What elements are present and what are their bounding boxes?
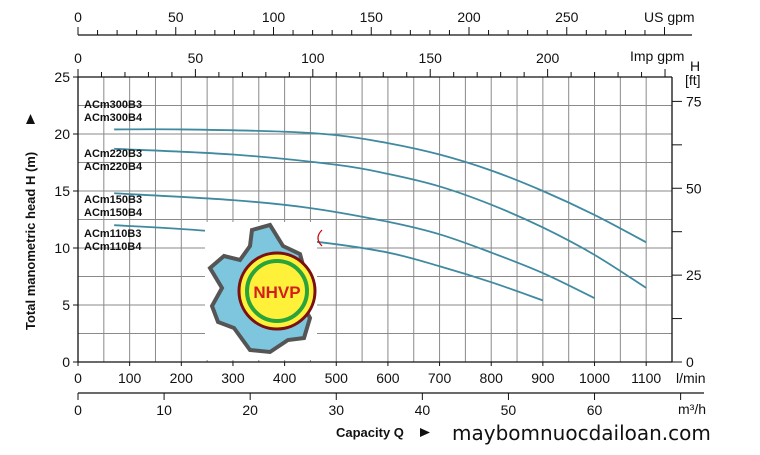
- x-tick-label: 600: [376, 370, 400, 386]
- series-label: ACm220B4: [84, 161, 143, 173]
- m3h-tick-label: 20: [242, 402, 258, 418]
- ft-axis-label: H: [690, 58, 700, 74]
- ft-unit-label: [ft]: [685, 72, 701, 88]
- curves: [114, 128, 647, 302]
- x-tick-label: 700: [428, 370, 452, 386]
- logo-ring: [237, 251, 317, 331]
- m3h-tick-label: 60: [587, 402, 603, 418]
- m3h-tick-label: 50: [501, 402, 517, 418]
- watermark: maybomnuocdailoan.com: [452, 421, 711, 445]
- x-tick-label: 800: [480, 370, 504, 386]
- x-tick-label: 100: [118, 370, 142, 386]
- pump-curve-series-1: [114, 128, 647, 244]
- logo-inner-ring: [245, 259, 309, 323]
- y-tick-label: 10: [54, 240, 70, 256]
- logo-text: NHVP: [253, 283, 300, 302]
- x-tick-label: 0: [74, 370, 82, 386]
- x-tick-label: 500: [325, 370, 349, 386]
- m3h-tick-label: 40: [415, 402, 431, 418]
- imp-gpm-tick-label: 150: [419, 50, 443, 66]
- pump-curve-series-2: [114, 147, 647, 289]
- y-tick-label: 0: [62, 354, 70, 370]
- series-label: ACm150B3: [84, 194, 142, 206]
- y-axis-title: Total manometric head H (m): [23, 152, 38, 330]
- x-tick-label: 1100: [631, 370, 661, 386]
- imp-gpm-tick-label: 0: [74, 50, 82, 66]
- us-gpm-tick-label: 0: [74, 9, 82, 25]
- m3h-unit-label: m³/h: [678, 401, 706, 417]
- pump-curve-series-4: [114, 224, 544, 302]
- ft-tick-label: 75: [686, 93, 702, 109]
- series-label: ACm110B4: [84, 241, 142, 253]
- series-label: ACm300B4: [84, 112, 143, 124]
- us-gpm-tick-label: 250: [555, 9, 579, 25]
- x-tick-label: 900: [531, 370, 555, 386]
- y-tick-label: 5: [62, 297, 70, 313]
- imp-gpm-tick-label: 100: [301, 50, 325, 66]
- y-tick-label: 15: [54, 183, 70, 199]
- m3h-tick-label: 0: [74, 402, 82, 418]
- us-gpm-tick-label: 100: [262, 9, 286, 25]
- x-axis-arrow-icon: [420, 428, 430, 437]
- pump-curve-series-3: [114, 192, 595, 299]
- us-gpm-tick-label: 150: [360, 9, 384, 25]
- x-tick-label: 200: [170, 370, 194, 386]
- x-unit-label: l/min: [676, 370, 706, 386]
- ft-tick-label: 50: [686, 180, 702, 196]
- y-tick-label: 20: [54, 126, 70, 142]
- us-gpm-unit-label: US gpm: [644, 9, 695, 25]
- logo-fragment: [317, 229, 323, 247]
- imp-gpm-tick-label: 50: [188, 50, 204, 66]
- y-axis-arrow-icon: [26, 114, 35, 124]
- ft-tick-label: 25: [686, 267, 702, 283]
- imp-gpm-unit-label: Imp gpm: [630, 48, 684, 64]
- axes: 0 100 200 300 400 500 600 700 800 900 1000 1100 l/mi…: [54, 9, 706, 418]
- y-tick-label: 25: [54, 69, 70, 85]
- imp-gpm-tick-label: 200: [536, 50, 560, 66]
- nhvp-logo: NHVP: [205, 222, 323, 360]
- x-tick-label: 300: [221, 370, 245, 386]
- series-label: ACm220B3: [84, 148, 142, 160]
- m3h-tick-label: 10: [156, 402, 172, 418]
- series-label: ACm150B4: [84, 207, 143, 219]
- series-label: ACm110B3: [84, 228, 141, 240]
- m3h-tick-label: 30: [328, 402, 344, 418]
- x-axis-title: Capacity Q: [336, 425, 404, 440]
- x-tick-label: 400: [273, 370, 297, 386]
- us-gpm-tick-label: 50: [168, 9, 184, 25]
- grid: [78, 77, 672, 362]
- series-label: ACm300B3: [84, 99, 142, 111]
- ft-tick-label: 0: [686, 354, 694, 370]
- us-gpm-tick-label: 200: [457, 9, 481, 25]
- x-tick-label: 1000: [579, 370, 610, 386]
